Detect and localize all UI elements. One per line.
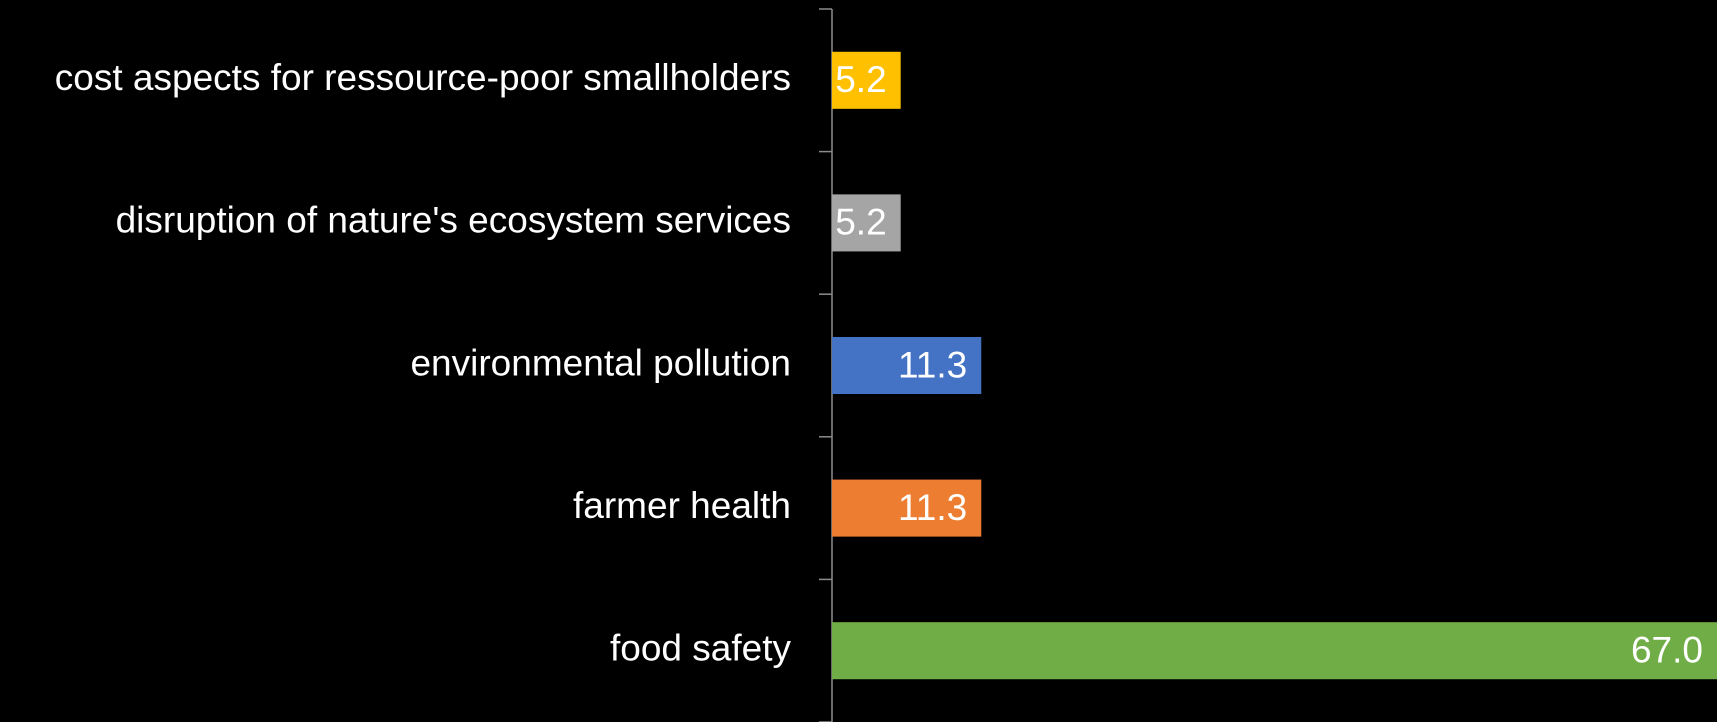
y-tick-label: environmental pollution — [410, 342, 791, 383]
data-label: 67.0 — [1631, 629, 1703, 670]
y-tick-label: farmer health — [573, 485, 791, 526]
data-label: 5.2 — [835, 59, 886, 100]
y-tick-label: cost aspects for ressource-poor smallhol… — [55, 57, 791, 98]
y-tick-label: food safety — [610, 627, 792, 668]
bar — [832, 622, 1717, 680]
data-label: 11.3 — [898, 344, 967, 385]
data-label: 5.2 — [835, 202, 886, 243]
bar — [832, 51, 901, 109]
bar — [832, 194, 901, 252]
data-label: 11.3 — [898, 487, 967, 528]
bar — [832, 336, 982, 395]
bar — [832, 479, 982, 537]
y-tick-label: disruption of nature's ecosystem service… — [116, 200, 791, 241]
